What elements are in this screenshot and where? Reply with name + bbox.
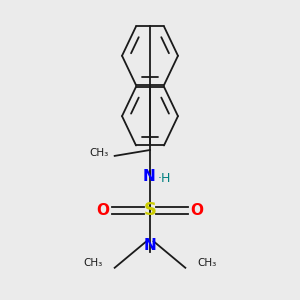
Text: CH₃: CH₃ (197, 258, 216, 268)
Text: O: O (190, 203, 204, 218)
Text: N: N (142, 169, 155, 184)
Text: CH₃: CH₃ (89, 148, 109, 158)
Text: O: O (96, 203, 110, 218)
Text: CH₃: CH₃ (84, 258, 103, 268)
Text: ·H: ·H (158, 172, 171, 185)
Text: N: N (144, 238, 156, 253)
Text: S: S (143, 201, 157, 219)
